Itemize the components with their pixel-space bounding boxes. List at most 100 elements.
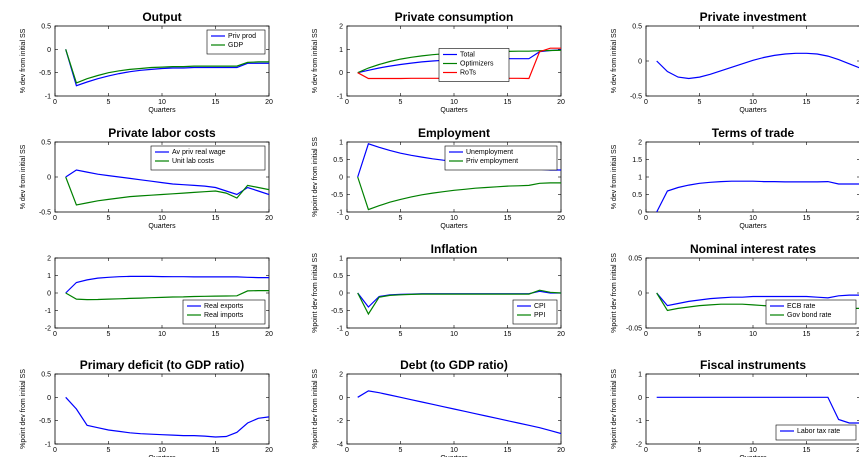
subplot-title: Private consumption: [395, 10, 514, 24]
x-tick-label: 5: [399, 215, 403, 222]
y-tick-label: 1: [47, 273, 51, 280]
x-tick-label: 10: [450, 331, 458, 338]
subplot-title: Debt (to GDP ratio): [400, 358, 508, 372]
subplot-8: Inflation 0 5 10 15 20 -1 -0.5 0 0.5 1 %point dev f…: [312, 242, 565, 338]
y-axis-label: % dev from initial SS: [312, 28, 319, 93]
subplot-title: Primary deficit (to GDP ratio): [80, 358, 244, 372]
x-tick-label: 15: [212, 447, 220, 454]
subplot-5: Employment 0 5 10 15 20 -1 -0.5 0 0.5 1 Quarters %po…: [312, 126, 565, 230]
series-line-gdp: [65, 49, 269, 84]
x-tick-label: 0: [644, 99, 648, 106]
subplot-title: Fiscal instruments: [700, 358, 806, 372]
x-tick-label: 20: [856, 331, 859, 338]
legend-entry: Real imports: [204, 312, 244, 319]
x-tick-label: 10: [158, 331, 166, 338]
legend-entry: Unemployment: [466, 149, 513, 156]
x-axis-label: Quarters: [148, 455, 176, 457]
y-tick-label: -0.5: [331, 308, 343, 315]
y-tick-label: -0.5: [39, 418, 51, 425]
y-axis-label: %point dev from initial SS: [611, 253, 618, 333]
x-tick-label: 20: [265, 331, 273, 338]
x-axis-label: Quarters: [440, 223, 468, 230]
x-tick-label: 5: [399, 99, 403, 106]
subplot-11: Debt (to GDP ratio) 0 5 10 15 20 -4 -2 0 2 Quarter…: [312, 358, 565, 457]
y-tick-label: 0: [638, 395, 642, 402]
series-line-1: [357, 390, 561, 435]
y-tick-label: -1: [337, 210, 343, 217]
legend-box: [182, 299, 266, 325]
y-tick-label: 2: [47, 256, 51, 263]
x-tick-label: 0: [345, 99, 349, 106]
y-tick-label: 0.5: [333, 273, 343, 280]
legend-entry: Optimizers: [460, 61, 494, 68]
legend: CPI PPI: [512, 299, 558, 325]
y-tick-label: 0.5: [41, 140, 51, 147]
x-tick-label: 5: [107, 447, 111, 454]
legend: Real exports Real imports: [182, 299, 266, 325]
subplot-title: Output: [142, 10, 181, 24]
series-line-av-priv-real-wage: [65, 169, 269, 196]
y-tick-label: -0.5: [39, 210, 51, 217]
subplot-title: Inflation: [431, 242, 478, 256]
subplot-7: 0 5 10 15 20 -2 -1 0 1 2 Real exports Real imports: [45, 256, 273, 339]
y-axis-label: %point dev from initial SS: [312, 369, 319, 449]
y-tick-label: -1: [337, 94, 343, 101]
x-tick-label: 10: [749, 99, 757, 106]
x-tick-label: 20: [265, 99, 273, 106]
y-tick-label: -0.05: [626, 326, 642, 333]
y-tick-label: -1: [45, 94, 51, 101]
x-tick-label: 20: [557, 99, 565, 106]
x-axis-label: Quarters: [440, 455, 468, 457]
y-tick-label: 2: [638, 140, 642, 147]
y-axis-label: % dev from initial SS: [611, 28, 618, 93]
y-tick-label: -1: [45, 442, 51, 449]
y-tick-label: 0: [47, 47, 51, 54]
series-line-priv-employment: [357, 176, 561, 211]
x-tick-label: 20: [265, 215, 273, 222]
subplot-9: Nominal interest rates05101520-0.0500.05…: [611, 242, 859, 338]
legend: ECB rate Gov bond rate: [765, 299, 857, 325]
x-tick-label: 0: [644, 447, 648, 454]
y-axis-label: % dev from initial SS: [20, 28, 27, 93]
x-tick-label: 20: [557, 447, 565, 454]
y-tick-label: -4: [337, 442, 343, 449]
legend-entry: Priv prod: [228, 33, 256, 40]
y-tick-label: 0.5: [41, 372, 51, 379]
y-tick-label: 2: [339, 24, 343, 31]
y-tick-label: -0.5: [331, 192, 343, 199]
subplot-title: Nominal interest rates: [690, 242, 816, 256]
x-tick-label: 15: [803, 215, 811, 222]
x-tick-label: 0: [53, 331, 57, 338]
x-tick-label: 15: [504, 99, 512, 106]
x-tick-label: 5: [399, 447, 403, 454]
legend-entry: RoTs: [460, 70, 476, 77]
y-axis-label: %point dev from initial SS: [312, 137, 319, 217]
x-axis-label: Quarters: [739, 107, 767, 114]
y-tick-label: -0.5: [39, 70, 51, 77]
x-tick-label: 15: [504, 215, 512, 222]
y-tick-label: 0: [47, 291, 51, 298]
x-tick-label: 5: [698, 331, 702, 338]
x-tick-label: 0: [345, 331, 349, 338]
y-axis-label: %point dev from initial SS: [312, 253, 319, 333]
axes-frame: [54, 373, 270, 445]
legend-entry: Priv employment: [466, 158, 518, 165]
x-tick-label: 10: [450, 215, 458, 222]
series-line-1: [656, 180, 859, 212]
y-tick-label: 0: [339, 175, 343, 182]
axes-frame: [645, 141, 859, 213]
x-tick-label: 10: [450, 99, 458, 106]
y-tick-label: -0.5: [630, 94, 642, 101]
x-tick-label: 20: [557, 215, 565, 222]
x-tick-label: 10: [450, 447, 458, 454]
y-tick-label: 0: [638, 59, 642, 66]
y-tick-label: 0.05: [628, 256, 642, 263]
x-tick-label: 5: [698, 215, 702, 222]
x-tick-label: 5: [698, 447, 702, 454]
y-tick-label: 1: [339, 47, 343, 54]
legend: Total Optimizers RoTs: [438, 48, 510, 82]
x-tick-label: 15: [504, 331, 512, 338]
x-tick-label: 5: [399, 331, 403, 338]
x-tick-label: 15: [803, 331, 811, 338]
